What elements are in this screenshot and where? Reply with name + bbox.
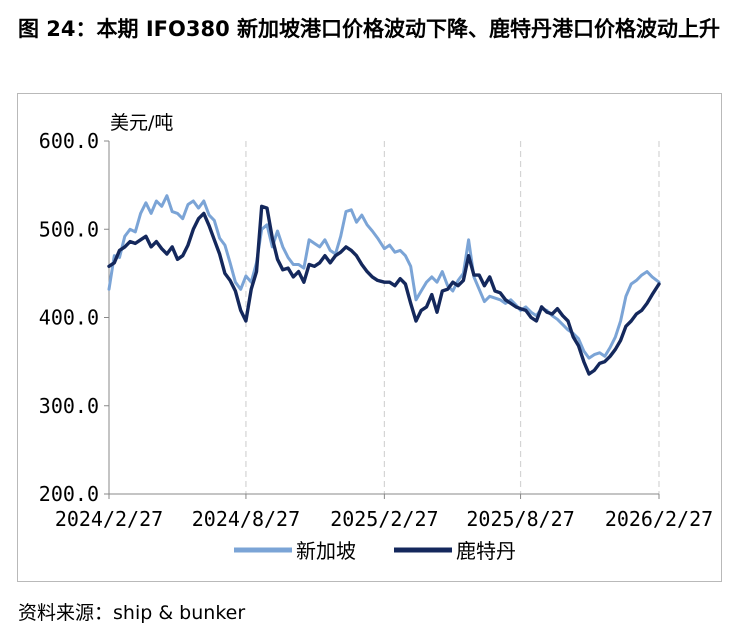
legend-label-rotterdam: 鹿特丹 bbox=[456, 539, 516, 563]
source-note: 资料来源：ship & bunker bbox=[18, 602, 246, 624]
figure-title: 图 24：本期 IFO380 新加坡港口价格波动下降、鹿特丹港口价格波动上升 bbox=[18, 17, 721, 41]
x-tick-label: 2025/2/27 bbox=[330, 507, 438, 531]
chart-frame: 600.0 500.0 400.0 300.0 200.0 2024/2/27 2024/8… bbox=[17, 93, 722, 582]
y-tick-label: 600.0 bbox=[39, 129, 99, 153]
y-tick-label: 300.0 bbox=[39, 394, 99, 418]
x-tick-label: 2025/8/27 bbox=[466, 507, 574, 531]
x-tick-label: 2024/2/27 bbox=[55, 507, 163, 531]
series-layer bbox=[107, 194, 661, 376]
x-tick-label: 2024/8/27 bbox=[192, 507, 300, 531]
legend: 新加坡 鹿特丹 bbox=[234, 539, 516, 563]
x-tick-label: 2026/2/27 bbox=[605, 507, 713, 531]
series-line-singapore bbox=[107, 194, 661, 360]
legend-label-singapore: 新加坡 bbox=[296, 539, 356, 563]
y-tick-label: 200.0 bbox=[39, 482, 99, 506]
grid-layer bbox=[245, 141, 660, 494]
series-line-rotterdam bbox=[107, 204, 661, 376]
y-unit-label: 美元/吨 bbox=[110, 112, 173, 134]
y-tick-label: 400.0 bbox=[39, 306, 99, 330]
y-tick-label: 500.0 bbox=[39, 217, 99, 241]
